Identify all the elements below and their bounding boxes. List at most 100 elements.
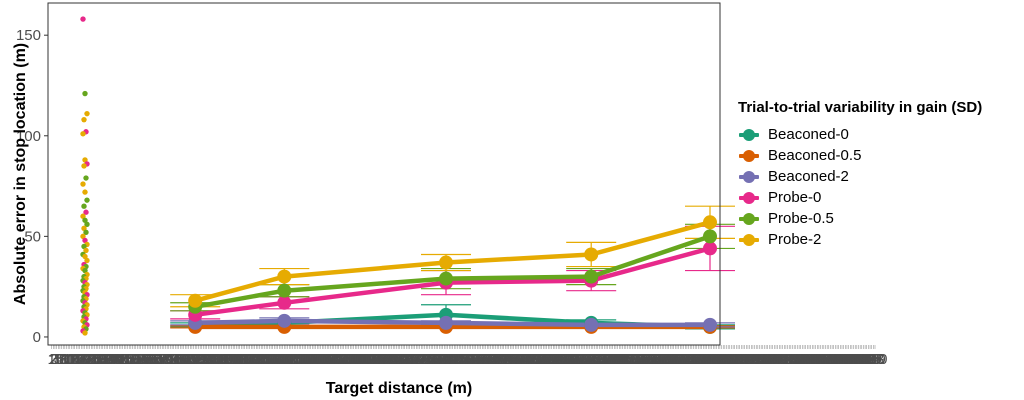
- x-tick-label: 162: [305, 351, 330, 368]
- x-tick-label: 23: [80, 351, 97, 368]
- x-tick-label: 1: [47, 351, 55, 368]
- x-tick-label: 357: [627, 351, 652, 368]
- x-tick-label: 459: [795, 351, 820, 368]
- x-tick-label: 11: [60, 351, 76, 368]
- x-tick-label: 100: [202, 351, 227, 368]
- x-tick-label: 159: [300, 351, 325, 368]
- x-tick-label: 290: [516, 351, 541, 368]
- x-tick-label: 210: [384, 351, 409, 368]
- x-tick-label: 380: [664, 351, 689, 368]
- x-tick-label: 457: [792, 351, 817, 368]
- x-tick-label: 161: [303, 351, 328, 368]
- scatter-point: [82, 253, 88, 260]
- x-tick-label: 478: [826, 351, 851, 368]
- x-tick-label: 230: [417, 351, 442, 368]
- x-tick-label: 436: [757, 351, 782, 368]
- x-tick-label: 429: [745, 351, 770, 368]
- x-tick-label: 291: [518, 351, 543, 368]
- scatter-point: [84, 110, 90, 117]
- x-tick-label: 200: [367, 351, 392, 368]
- x-tick-label: 229: [415, 351, 440, 368]
- scatter-point: [83, 229, 89, 236]
- x-tick-label: 20: [75, 351, 92, 368]
- x-tick-label: 88: [187, 351, 204, 368]
- scatter-point: [80, 181, 86, 187]
- x-tick-label: 213: [389, 351, 414, 368]
- legend-key-point: [743, 212, 755, 225]
- x-tick-label: 424: [737, 351, 762, 368]
- x-tick-label: 221: [402, 351, 427, 368]
- x-tick-label: 359: [630, 351, 655, 368]
- x-tick-label: 412: [717, 351, 742, 368]
- x-tick-label: 463: [801, 351, 826, 368]
- x-tick-label: 55: [132, 351, 149, 368]
- x-tick-label: 68: [154, 351, 171, 368]
- x-tick-label: 9: [61, 351, 69, 368]
- x-tick-label: 299: [531, 351, 556, 368]
- x-tick-label: 468: [810, 351, 835, 368]
- x-tick-label: 379: [663, 351, 688, 368]
- x-tick-label: 79: [172, 351, 189, 368]
- x-tick-label: 13: [63, 351, 80, 368]
- x-tick-label: 328: [579, 351, 604, 368]
- x-tick-label: 271: [485, 351, 510, 368]
- x-tick-label: 475: [821, 351, 846, 368]
- x-tick-label: 36: [101, 351, 118, 368]
- data-point: [277, 313, 292, 328]
- legend-key: [738, 170, 760, 184]
- x-tick-label: 458: [793, 351, 818, 368]
- error-bars: [170, 205, 735, 330]
- x-tick-label: 500: [862, 351, 887, 368]
- x-tick-label: 477: [825, 351, 850, 368]
- x-tick-label: 382: [668, 351, 693, 368]
- x-tick-label: 211: [386, 351, 410, 368]
- x-tick-label: 77: [169, 351, 186, 368]
- x-tick-label: 407: [709, 351, 734, 368]
- x-tick-label: 353: [620, 351, 645, 368]
- x-tick-label: 160: [301, 351, 326, 368]
- scatter-point: [81, 116, 87, 123]
- x-tick-label: 175: [326, 351, 351, 368]
- x-tick-label: 191: [353, 351, 378, 368]
- x-tick-label: 373: [653, 351, 678, 368]
- x-tick-label: 399: [696, 351, 721, 368]
- scatter-point: [81, 243, 87, 250]
- scatter-point: [82, 189, 88, 195]
- x-tick-label: 218: [397, 351, 422, 368]
- x-tick-label: 212: [387, 351, 412, 368]
- x-tick-label: 460: [796, 351, 821, 368]
- x-tick-label: 209: [382, 351, 407, 368]
- x-tick-label: 223: [405, 351, 430, 368]
- x-tick-label: 416: [724, 351, 749, 368]
- legend-key-point: [743, 233, 755, 246]
- x-tick-label: 112: [223, 351, 247, 368]
- x-tick-label: 322: [569, 351, 594, 368]
- x-tick-label: 285: [508, 351, 533, 368]
- x-tick-label: 272: [486, 351, 511, 368]
- x-tick-label: 269: [481, 351, 506, 368]
- x-tick-label: 450: [780, 351, 805, 368]
- x-tick-label: 18: [71, 351, 88, 368]
- x-tick-label: 74: [164, 351, 181, 368]
- x-tick-label: 282: [503, 351, 528, 368]
- x-tick-label: 364: [638, 351, 663, 368]
- x-tick-label: 255: [458, 351, 483, 368]
- x-tick-label: 101: [204, 351, 229, 368]
- x-tick-label: 334: [589, 351, 614, 368]
- x-tick-label: 433: [752, 351, 777, 368]
- x-tick-label: 145: [277, 351, 302, 368]
- x-tick-label: 165: [310, 351, 335, 368]
- x-tick-label: 486: [839, 351, 864, 368]
- x-tick-label: 361: [633, 351, 658, 368]
- x-tick-label: 408: [711, 351, 736, 368]
- x-tick-label: 148: [282, 351, 307, 368]
- x-tick-label: 149: [283, 351, 308, 368]
- x-tick-label: 410: [714, 351, 739, 368]
- x-tick-label: 195: [359, 351, 384, 368]
- x-tick-label: 374: [655, 351, 680, 368]
- x-tick-label: 126: [245, 351, 270, 368]
- x-tick-label: 453: [785, 351, 810, 368]
- x-tick-label: 164: [308, 351, 333, 368]
- scatter-point: [80, 131, 86, 137]
- x-tick-label: 86: [184, 351, 201, 368]
